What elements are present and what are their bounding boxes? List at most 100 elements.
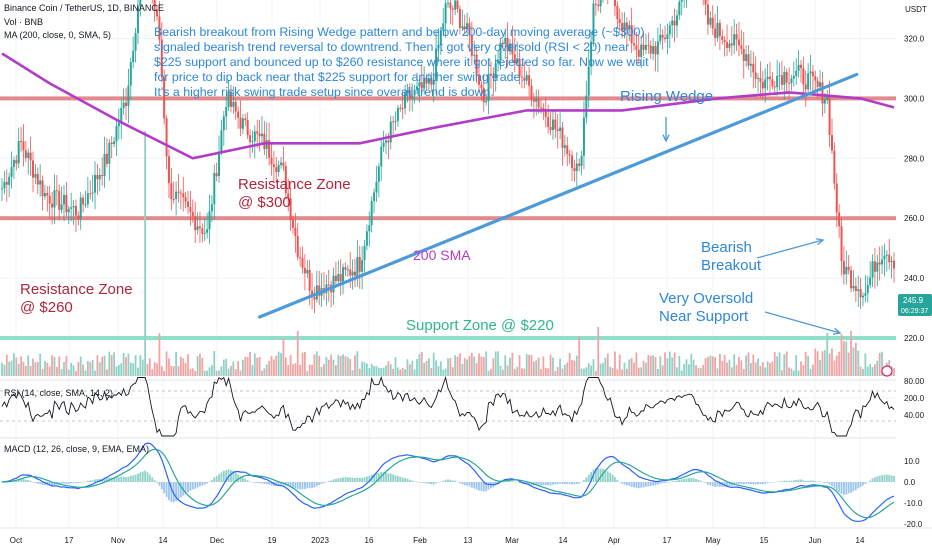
volume-bar bbox=[497, 351, 499, 376]
volume-bar bbox=[308, 364, 311, 376]
macd-histogram-bar bbox=[535, 482, 538, 486]
macd-histogram-bar bbox=[75, 482, 77, 484]
volume-bar bbox=[664, 352, 666, 376]
volume-bar bbox=[370, 363, 373, 376]
volume-bar bbox=[203, 370, 206, 376]
volume-bar bbox=[792, 370, 795, 376]
candle-body bbox=[268, 140, 271, 158]
candle-body bbox=[356, 257, 359, 276]
candle-body bbox=[854, 285, 857, 292]
macd-histogram-bar bbox=[172, 482, 175, 503]
candle-body bbox=[778, 75, 781, 77]
macd-histogram-bar bbox=[354, 478, 356, 482]
volume-bar bbox=[609, 366, 612, 376]
volume-bar bbox=[554, 370, 557, 376]
candle-body bbox=[258, 133, 261, 137]
volume-bar bbox=[776, 356, 779, 376]
volume-bar bbox=[647, 354, 650, 376]
candle-body bbox=[654, 46, 657, 55]
volume-bar bbox=[771, 361, 774, 376]
macd-histogram-bar bbox=[165, 482, 168, 498]
candle-body bbox=[480, 84, 483, 88]
volume-bar bbox=[392, 368, 395, 376]
macd-histogram-bar bbox=[270, 482, 273, 486]
volume-bar bbox=[44, 361, 46, 376]
candle-body bbox=[179, 192, 182, 194]
macd-histogram-bar bbox=[234, 472, 237, 482]
macd-histogram-bar bbox=[206, 482, 209, 484]
macd-histogram-bar bbox=[160, 482, 163, 490]
volume-bar bbox=[368, 368, 371, 376]
volume-bar bbox=[833, 360, 836, 376]
candle-body bbox=[196, 226, 199, 231]
macd-histogram-bar bbox=[15, 479, 18, 482]
candle-body bbox=[485, 100, 488, 103]
resistance-260-label: Resistance Zone @ $260 bbox=[20, 281, 133, 316]
candle-body bbox=[740, 45, 743, 49]
volume-bar bbox=[843, 341, 845, 376]
volume-bar bbox=[24, 365, 27, 376]
volume-bar bbox=[394, 357, 397, 376]
candle-body bbox=[494, 63, 497, 79]
volume-bar bbox=[761, 362, 764, 376]
candle-body bbox=[94, 175, 97, 193]
volume-bar bbox=[225, 358, 228, 376]
macd-histogram-bar bbox=[809, 480, 812, 482]
ma-legend: MA (200, close, 0, SMA, 5) bbox=[4, 30, 112, 40]
candle-body bbox=[888, 254, 891, 263]
candle-body bbox=[55, 190, 58, 192]
candle-body bbox=[826, 95, 829, 100]
volume-bar bbox=[702, 365, 705, 376]
candle-body bbox=[36, 173, 39, 185]
macd-histogram-bar bbox=[616, 479, 619, 482]
volume-bar bbox=[222, 359, 225, 376]
volume-bar bbox=[678, 355, 681, 376]
resistance-zone-band bbox=[0, 216, 896, 221]
macd-histogram-bar bbox=[113, 477, 115, 482]
volume-bar bbox=[115, 366, 118, 376]
volume-bar bbox=[740, 360, 743, 376]
macd-histogram-bar bbox=[215, 476, 218, 482]
volume-bar bbox=[306, 370, 309, 376]
volume-bar bbox=[807, 355, 810, 376]
candle-body bbox=[167, 156, 170, 184]
macd-histogram-bar bbox=[468, 482, 471, 487]
volume-bar bbox=[27, 355, 30, 376]
candle-body bbox=[246, 120, 249, 136]
macd-histogram-bar bbox=[339, 478, 342, 482]
candle-body bbox=[814, 76, 817, 81]
sma-label: 200 SMA bbox=[413, 247, 471, 263]
volume-bar bbox=[122, 352, 125, 376]
candle-body bbox=[96, 175, 99, 180]
macd-histogram-bar bbox=[289, 482, 292, 488]
macd-histogram-bar bbox=[24, 479, 27, 482]
candle-body bbox=[473, 54, 476, 56]
candle-body bbox=[563, 145, 566, 148]
candle-body bbox=[556, 129, 559, 131]
volume-bar bbox=[580, 368, 583, 376]
macd-histogram-bar bbox=[840, 482, 843, 494]
candle-body bbox=[709, 17, 712, 25]
breakout-arrow-head bbox=[815, 238, 825, 246]
macd-histogram-bar bbox=[487, 482, 490, 490]
candle-body bbox=[623, 22, 626, 32]
candle-body bbox=[666, 34, 669, 39]
candle-body bbox=[439, 30, 442, 45]
macd-histogram-bar bbox=[63, 482, 65, 484]
volume-bar bbox=[797, 370, 800, 376]
candle-body bbox=[110, 142, 113, 144]
candle-body bbox=[191, 211, 194, 217]
volume-bar bbox=[337, 354, 340, 376]
macd-histogram-bar bbox=[375, 473, 378, 482]
candle-body bbox=[749, 63, 752, 66]
candle-body bbox=[730, 43, 733, 46]
y-tick-label: 280.0 bbox=[904, 154, 925, 163]
volume-bar bbox=[828, 353, 831, 376]
volume-bar bbox=[182, 358, 185, 376]
volume-bar bbox=[504, 355, 507, 376]
volume-bar bbox=[237, 361, 240, 376]
macd-histogram-bar bbox=[184, 482, 187, 494]
candle-body bbox=[294, 227, 297, 236]
